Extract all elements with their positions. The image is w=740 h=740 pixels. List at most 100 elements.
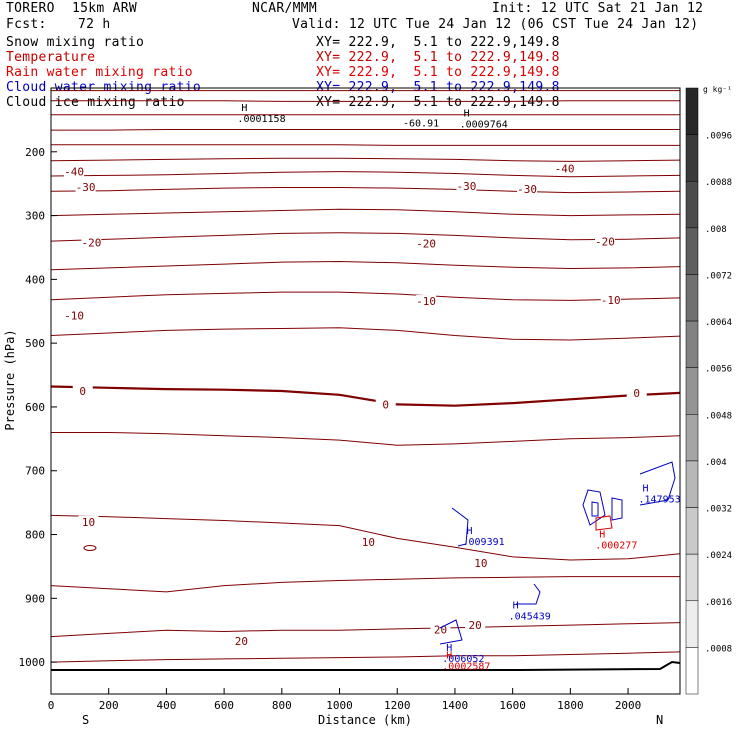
x-tick-label: 400 [156, 699, 176, 712]
isotherm-line-16 [50, 576, 680, 593]
isotherm-label-bg-1 [554, 162, 575, 174]
isotherm-label-bg-14 [78, 515, 99, 527]
terrain-line [51, 660, 681, 671]
maximum-marker: H [446, 650, 452, 661]
isotherm-label: 10 [82, 516, 95, 529]
colorbar-segment [685, 553, 699, 602]
maximum-value: .0002587 [442, 661, 490, 672]
x-tick-label: 1800 [557, 699, 584, 712]
isotherm-label-bg-2 [75, 180, 96, 192]
colorbar-segment [685, 414, 699, 462]
isotherm-line-1 [51, 100, 680, 102]
isotherm-label: -30 [457, 180, 477, 193]
isotherm-label-bg-3 [456, 180, 477, 192]
valid-time: Valid: 12 UTC Tue 24 Jan 12 (06 CST Tue … [292, 17, 699, 32]
colorbar-segment [685, 134, 699, 182]
maximum-marker: H [464, 108, 470, 119]
colorbar-tick-label: .0048 [705, 411, 732, 421]
x-tick-label: 1000 [326, 699, 353, 712]
y-tick-label: 400 [25, 273, 45, 286]
model-resolution: 15km ARW [72, 1, 138, 16]
cloud-water-contour-2 [611, 497, 623, 521]
field-temperature-name: Temperature [6, 50, 96, 65]
colorbar-segment [685, 367, 699, 415]
colorbar-unit: g kg⁻¹ [703, 85, 732, 94]
colorbar-tick-label: .0032 [705, 505, 732, 515]
colorbar: .0096 .0088 .008 .0072 .0064 .0056 .0048 .004 .0… [685, 87, 732, 695]
y-tick-label: 200 [25, 146, 45, 159]
maximum-value: .045439 [509, 612, 551, 623]
colorbar-segment [685, 647, 699, 695]
isotherm-line-10 [50, 260, 681, 271]
maximum-value: .006052 [442, 654, 484, 665]
isotherm-label-bg-0 [64, 165, 85, 177]
maximum-marker: H [466, 526, 472, 537]
x-tick-label: 800 [272, 699, 292, 712]
y-tick-label: 500 [25, 337, 45, 350]
field-cloudice-xy: XY= 222.9, 5.1 to 222.9,149.8 [316, 95, 560, 110]
isotherm-line-17 [50, 622, 681, 638]
isotherm-label: -20 [595, 236, 615, 249]
field-snow-name: Snow mixing ratio [6, 35, 145, 50]
field-rain-xy: XY= 222.9, 5.1 to 222.9,149.8 [316, 65, 560, 80]
maximum-value: .147953 [638, 494, 680, 505]
x-tick-label: 1600 [499, 699, 526, 712]
y-axis-title: Pressure (hPa) [3, 329, 17, 430]
colorbar-tick-label: .0072 [705, 271, 732, 281]
isotherm-line-9 [50, 232, 681, 242]
y-tick-label: 700 [25, 465, 45, 478]
field-snow-xy: XY= 222.9, 5.1 to 222.9,149.8 [316, 35, 560, 50]
plot-frame [50, 87, 681, 695]
endpoint-left: S [82, 713, 89, 727]
isotherm-line-7 [50, 187, 681, 194]
isotherm-line-8 [50, 208, 681, 217]
y-tick-label: 900 [25, 592, 45, 605]
endpoint-right: N [656, 713, 663, 727]
isotherm-label-bg-17 [231, 635, 252, 647]
isotherm-label-bg-6 [416, 237, 437, 249]
colorbar-segment [685, 507, 699, 555]
y-tick-label: 1000 [19, 656, 46, 669]
isotherm-label: -40 [64, 166, 84, 179]
isotherm-label: 10 [474, 557, 487, 570]
forecast-hour: 72 h [78, 17, 111, 32]
isotherm-label: -10 [416, 295, 436, 308]
isotherm-label: -30 [76, 181, 96, 194]
isotherm-label: 20 [469, 619, 482, 632]
x-tick-label: 1200 [384, 699, 411, 712]
cloud-water-contour-6 [439, 619, 463, 645]
colorbar-segment [685, 274, 699, 322]
isotherm-label: -40 [555, 162, 575, 175]
isotherm-label: -10 [601, 294, 621, 307]
x-axis-title: Distance (km) [318, 713, 412, 727]
colorbar-segment [685, 227, 699, 275]
isotherm-line-6 [50, 171, 681, 178]
forecast-label: Fcst: [6, 17, 47, 32]
colorbar-tick-label: .008 [705, 225, 727, 235]
x-tick-label: 600 [214, 699, 234, 712]
isotherm-label-bg-18 [430, 623, 451, 635]
colorbar-tick-label: .0056 [705, 365, 732, 375]
isotherm-label-bg-9 [416, 295, 437, 307]
isotherm-label-bg-4 [517, 182, 538, 194]
rain-contour [595, 515, 613, 531]
isotherm-label-bg-19 [465, 619, 486, 631]
maximum-marker: H [642, 483, 648, 494]
isotherm-label-bg-15 [358, 536, 379, 548]
cloud-water-contour-3 [591, 501, 599, 517]
isotherm-label-bg-11 [72, 385, 93, 396]
isotherm-label: -10 [64, 310, 84, 323]
maximum-marker: H [241, 103, 247, 114]
isotherm-oval [83, 545, 97, 551]
overlay-temp-label: -60.91 [403, 118, 439, 129]
isotherm-label: 0 [79, 385, 86, 398]
y-tick-label: 800 [25, 529, 45, 542]
colorbar-segment [685, 460, 699, 508]
x-tick-label: 200 [99, 699, 119, 712]
colorbar-tick-label: .004 [705, 458, 727, 468]
isotherm-label-bg-16 [470, 557, 491, 569]
isotherm-label: 20 [235, 635, 248, 648]
cloud-water-contour-1 [582, 489, 606, 526]
